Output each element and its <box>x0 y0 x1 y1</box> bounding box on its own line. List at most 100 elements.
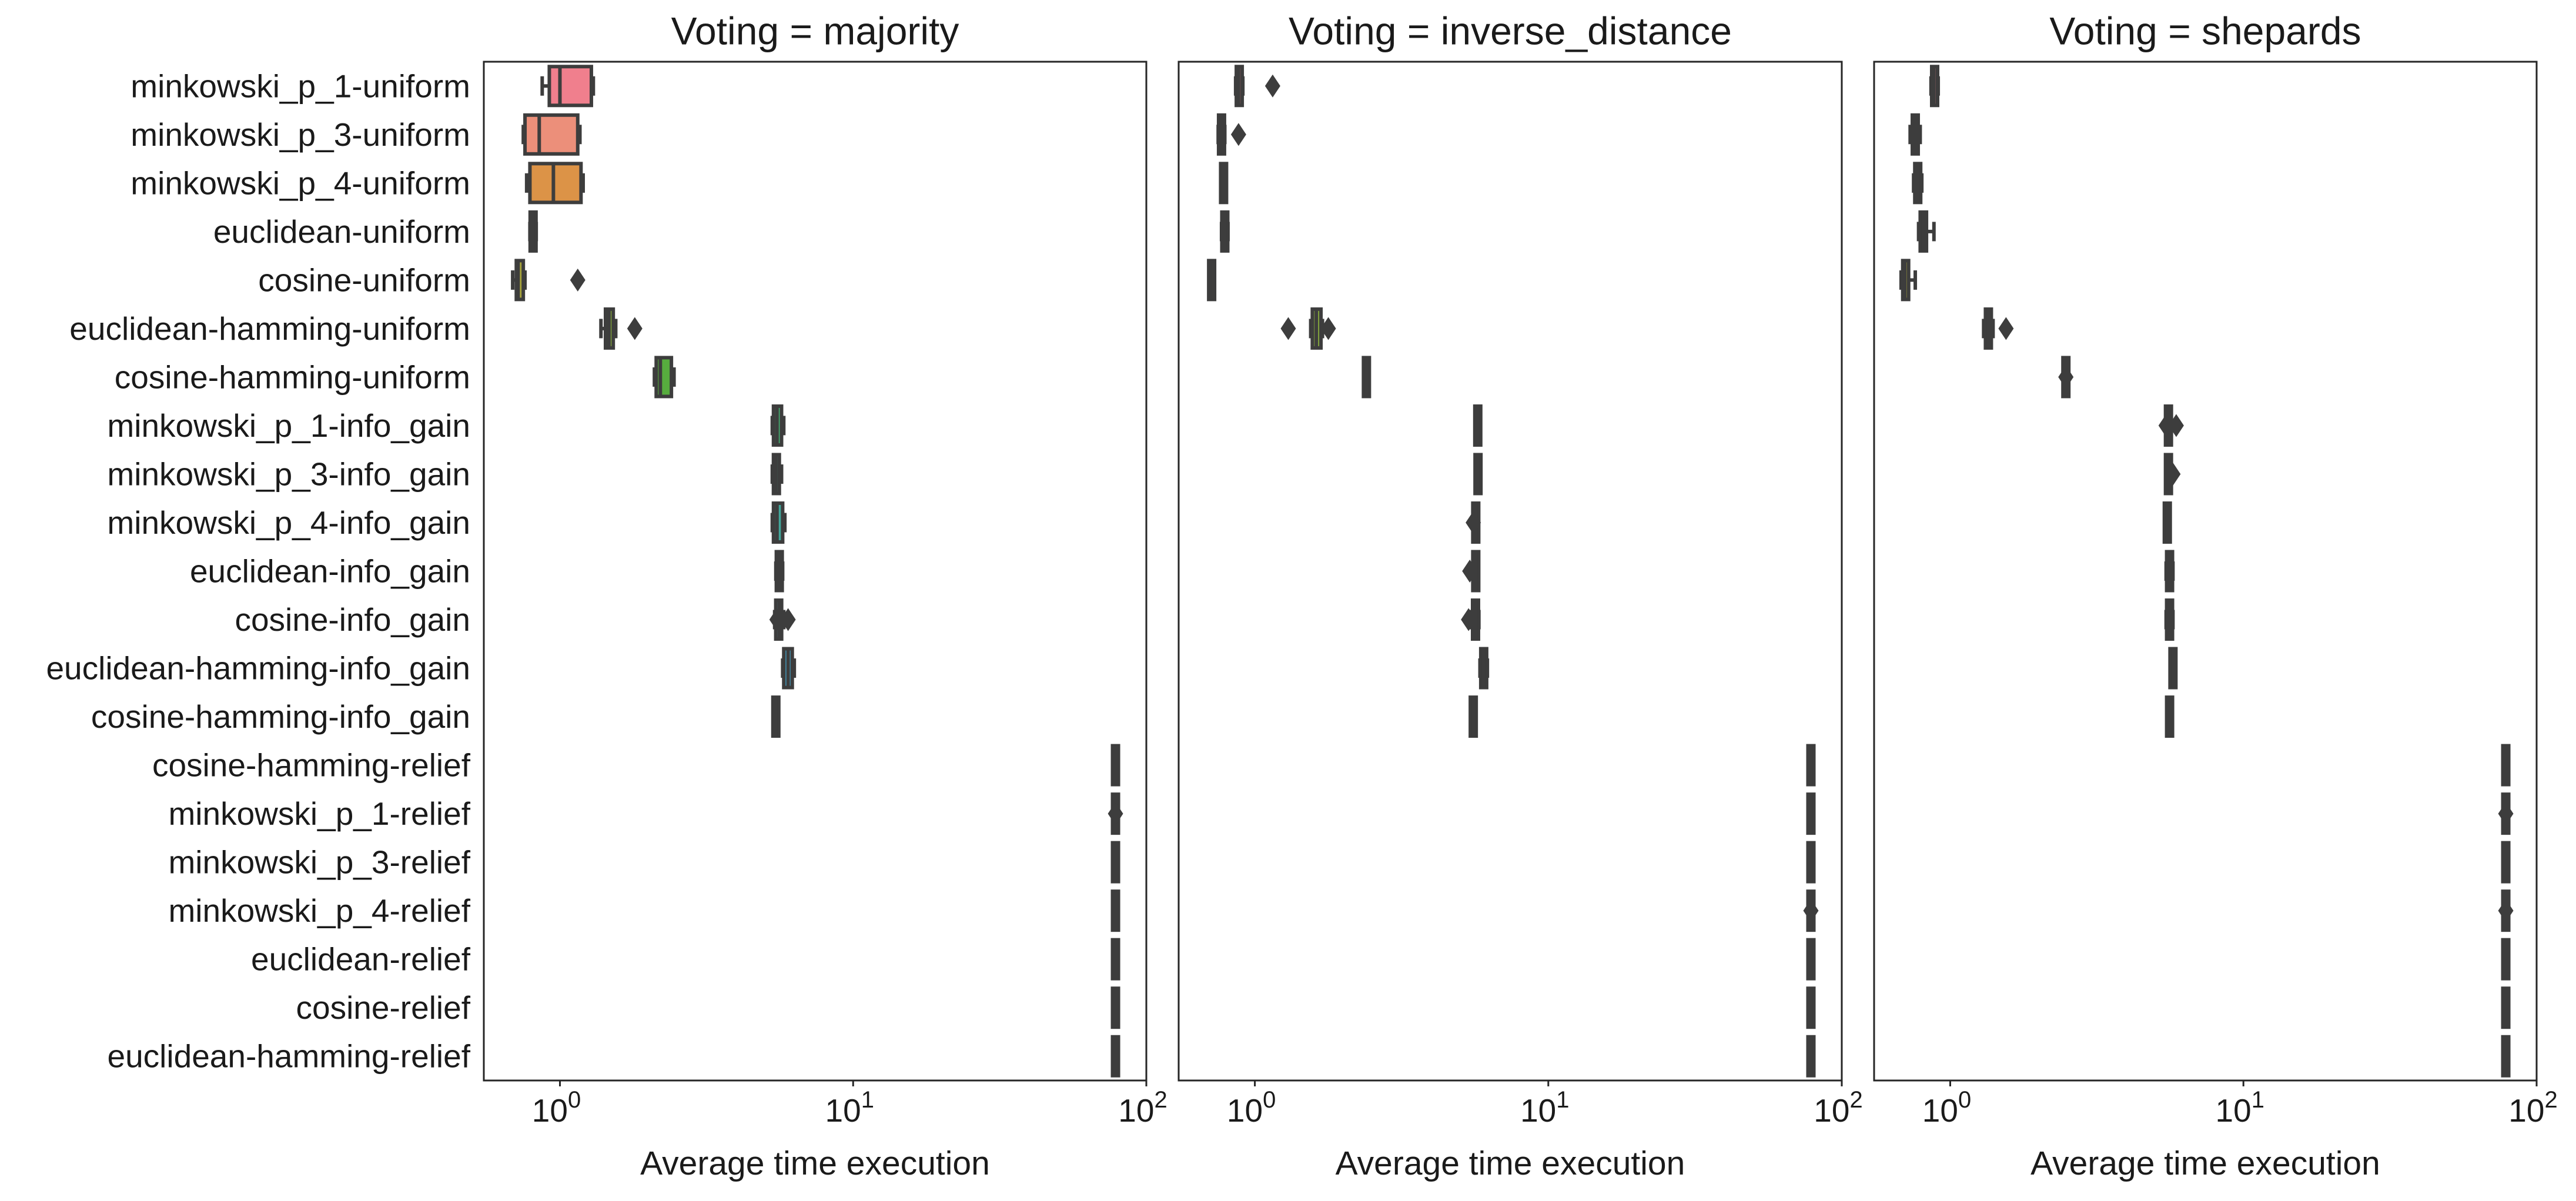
box-iqr <box>528 162 583 205</box>
box-5 <box>1207 259 1217 302</box>
outlier-marker <box>570 268 586 292</box>
box-3 <box>1912 162 1924 205</box>
box-8 <box>2158 404 2184 447</box>
category-label: euclidean-info_gain <box>190 553 470 590</box>
panel-1: Voting = majority 100 101 102 Average time e… <box>483 9 1167 1182</box>
x-tick-label: 101 <box>2216 1087 2264 1129</box>
category-labels: minkowski_p_1-uniform minkowski_p_3-unifo… <box>46 68 470 1074</box>
category-label: minkowski_p_3-info_gain <box>107 456 470 492</box>
outlier-marker <box>1803 899 1819 922</box>
box-17 <box>1806 841 1816 884</box>
outlier-marker <box>1998 317 2014 340</box>
plot-frame <box>1177 61 1843 1082</box>
x-tick-label: 100 <box>1227 1087 1276 1129</box>
box-16 <box>1806 792 1816 835</box>
box-19 <box>1110 938 1120 981</box>
x-axis-label: Average time execution <box>2030 1145 2380 1182</box>
panel-title: Voting = inverse_distance <box>1289 9 1732 52</box>
outlier-marker <box>2168 414 2184 437</box>
x-tick-label: 101 <box>825 1087 874 1129</box>
box-2 <box>521 113 582 156</box>
box-1 <box>540 65 596 108</box>
outlier-marker <box>1461 608 1477 631</box>
category-label: cosine-hamming-relief <box>152 747 471 784</box>
box-14 <box>771 695 781 738</box>
plot-frame <box>1873 61 2538 1082</box>
box-13 <box>781 647 797 690</box>
box-7 <box>1361 356 1371 399</box>
box-18 <box>2498 889 2514 932</box>
category-label: minkowski_p_3-relief <box>168 844 470 881</box>
outlier-marker <box>2158 414 2174 437</box>
outlier-marker <box>1462 560 1478 583</box>
category-label: cosine-hamming-info_gain <box>91 698 470 735</box>
box-3 <box>1219 162 1229 205</box>
box-2 <box>1216 113 1246 156</box>
category-label: cosine-relief <box>296 989 470 1026</box>
box-13 <box>2168 647 2178 690</box>
x-axis-label: Average time execution <box>640 1145 990 1182</box>
box-12 <box>2164 598 2175 641</box>
outlier-marker <box>627 317 643 340</box>
box-4 <box>1916 210 1936 253</box>
category-label: minkowski_p_1-info_gain <box>107 407 470 444</box>
box-2 <box>1908 113 1922 156</box>
x-axis-label: Average time execution <box>1336 1145 1685 1182</box>
outlier-marker <box>1108 802 1123 825</box>
category-label: minkowski_p_3-uniform <box>131 116 470 153</box>
box-18 <box>1110 889 1120 932</box>
panel-2: Voting = inverse_distance 100 101 102 Averag… <box>1177 9 1863 1182</box>
category-label: euclidean-hamming-relief <box>107 1038 470 1075</box>
box-11 <box>1462 550 1481 593</box>
box-20 <box>2501 986 2511 1029</box>
category-label: cosine-info_gain <box>235 601 470 638</box>
box-14 <box>2164 695 2174 738</box>
outlier-marker <box>2498 802 2514 825</box>
outlier-marker <box>2498 899 2514 922</box>
box-iqr <box>523 113 580 156</box>
category-label: minkowski_p_4-info_gain <box>107 504 470 541</box>
category-label: minkowski_p_1-uniform <box>131 68 470 104</box>
panel-title: Voting = majority <box>671 9 959 52</box>
category-label: euclidean-hamming-uniform <box>69 310 470 347</box>
x-tick-label: 102 <box>1118 1087 1167 1129</box>
box-15 <box>1110 744 1120 787</box>
category-label: euclidean-relief <box>251 941 471 978</box>
box-14 <box>1468 695 1478 738</box>
category-label: cosine-uniform <box>258 262 470 298</box>
x-tick-label: 102 <box>2508 1087 2557 1129</box>
category-label: euclidean-uniform <box>213 213 470 250</box>
box-20 <box>1110 986 1120 1029</box>
plot-frame <box>483 61 1148 1082</box>
box-3 <box>524 162 585 205</box>
box-5 <box>1899 259 1918 302</box>
outlier-marker <box>1320 317 1336 340</box>
box-8 <box>770 404 786 447</box>
box-7 <box>653 356 676 399</box>
outlier-marker <box>1466 511 1481 534</box>
box-9 <box>1473 453 1483 496</box>
category-label: minkowski_p_4-relief <box>168 892 470 929</box>
box-13 <box>1478 647 1490 690</box>
outlier-marker <box>2058 365 2074 389</box>
panels: Voting = majority 100 101 102 Average time e… <box>483 9 2558 1182</box>
box-1 <box>1929 65 1941 108</box>
box-19 <box>1806 938 1816 981</box>
box-9 <box>770 453 784 496</box>
box-15 <box>1806 744 1816 787</box>
outlier-marker <box>780 608 796 631</box>
box-7 <box>2058 356 2074 399</box>
box-6 <box>599 307 643 350</box>
category-label: minkowski_p_4-uniform <box>131 165 470 201</box>
panel-title: Voting = shepards <box>2049 9 2361 52</box>
box-12 <box>1461 598 1481 641</box>
box-16 <box>1108 792 1123 835</box>
box-iqr <box>547 65 593 108</box>
box-9 <box>2163 453 2181 496</box>
box-19 <box>2501 938 2511 981</box>
outlier-marker <box>1230 123 1246 146</box>
box-iqr <box>654 356 674 399</box>
outlier-marker <box>1264 74 1280 98</box>
box-10 <box>770 501 787 544</box>
